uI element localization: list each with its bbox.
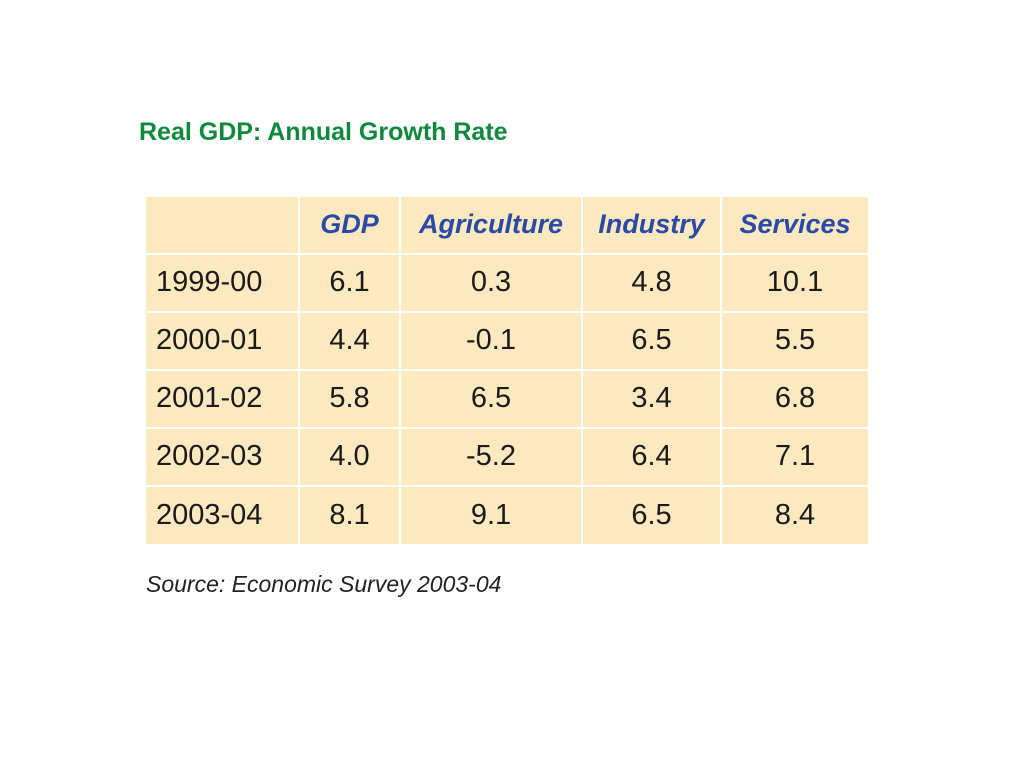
growth-rate-table: GDP Agriculture Industry Services 1999-0… bbox=[146, 197, 868, 544]
year-cell: 1999-00 bbox=[146, 252, 300, 313]
header-cell-agriculture: Agriculture bbox=[399, 197, 583, 255]
year-cell: 2003-04 bbox=[146, 484, 300, 544]
industry-cell: 6.5 bbox=[581, 484, 722, 544]
services-cell: 5.5 bbox=[720, 310, 868, 371]
header-cell-gdp: GDP bbox=[298, 197, 401, 255]
year-cell: 2002-03 bbox=[146, 426, 300, 487]
header-cell-corner bbox=[146, 197, 300, 255]
services-cell: 10.1 bbox=[720, 252, 868, 313]
table-row: 2003-04 8.1 9.1 6.5 8.4 bbox=[146, 484, 868, 544]
services-cell: 7.1 bbox=[720, 426, 868, 487]
gdp-cell: 6.1 bbox=[298, 252, 401, 313]
gdp-cell: 5.8 bbox=[298, 368, 401, 429]
gdp-cell: 8.1 bbox=[298, 484, 401, 544]
gdp-cell: 4.0 bbox=[298, 426, 401, 487]
table-header-row: GDP Agriculture Industry Services bbox=[146, 197, 868, 255]
industry-cell: 6.4 bbox=[581, 426, 722, 487]
header-cell-industry: Industry bbox=[581, 197, 722, 255]
agriculture-cell: -5.2 bbox=[399, 426, 583, 487]
gdp-cell: 4.4 bbox=[298, 310, 401, 371]
table-row: 2002-03 4.0 -5.2 6.4 7.1 bbox=[146, 426, 868, 487]
table-row: 1999-00 6.1 0.3 4.8 10.1 bbox=[146, 252, 868, 313]
source-note: Source: Economic Survey 2003-04 bbox=[146, 571, 502, 597]
industry-cell: 6.5 bbox=[581, 310, 722, 371]
agriculture-cell: 0.3 bbox=[399, 252, 583, 313]
header-cell-services: Services bbox=[720, 197, 868, 255]
data-table-container: GDP Agriculture Industry Services 1999-0… bbox=[146, 197, 868, 544]
slide-title: Real GDP: Annual Growth Rate bbox=[139, 118, 508, 146]
agriculture-cell: -0.1 bbox=[399, 310, 583, 371]
year-cell: 2001-02 bbox=[146, 368, 300, 429]
agriculture-cell: 6.5 bbox=[399, 368, 583, 429]
year-cell: 2000-01 bbox=[146, 310, 300, 371]
table-row: 2001-02 5.8 6.5 3.4 6.8 bbox=[146, 368, 868, 429]
agriculture-cell: 9.1 bbox=[399, 484, 583, 544]
industry-cell: 3.4 bbox=[581, 368, 722, 429]
industry-cell: 4.8 bbox=[581, 252, 722, 313]
services-cell: 6.8 bbox=[720, 368, 868, 429]
table-row: 2000-01 4.4 -0.1 6.5 5.5 bbox=[146, 310, 868, 371]
services-cell: 8.4 bbox=[720, 484, 868, 544]
